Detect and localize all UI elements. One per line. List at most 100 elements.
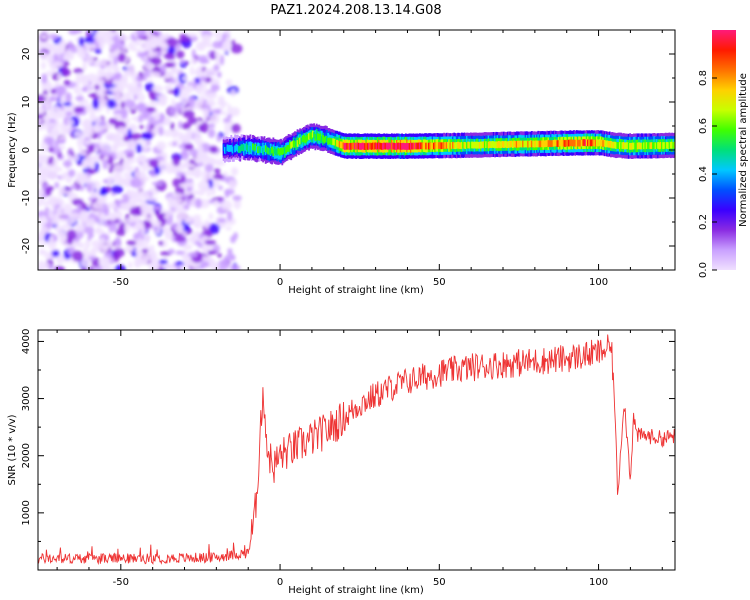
ridge-cell [240, 144, 243, 151]
noise-blob [43, 93, 49, 99]
ridge-cell [518, 140, 521, 148]
ridge-cell [276, 148, 279, 156]
ridge-cell [631, 142, 634, 150]
ridge-cell [438, 142, 440, 149]
noise-blob [166, 37, 178, 48]
noise-blob [141, 248, 149, 253]
ridge-cell [607, 140, 610, 148]
ridge-cell [306, 133, 309, 141]
ridge-cell [509, 140, 512, 148]
ridge-cell [408, 143, 411, 150]
noise-blob [148, 47, 153, 56]
noise-blob [201, 33, 212, 44]
ridge-cell [622, 142, 625, 149]
ridge-cell [357, 142, 360, 150]
noise-blob [100, 237, 105, 246]
noise-blob [126, 189, 132, 195]
ridge-cell [328, 137, 331, 145]
noise-blob [208, 212, 214, 220]
noise-blob [61, 214, 70, 220]
noise-blob [61, 224, 72, 230]
ridge-cell [506, 141, 509, 149]
noise-blob [207, 128, 216, 139]
noise-blob [54, 166, 63, 173]
noise-blob [84, 239, 91, 250]
colorbar-tick-label: 0.0 [698, 262, 709, 278]
ridge-cell [388, 142, 391, 150]
ridge-cell [527, 140, 530, 148]
ridge-cell [305, 135, 308, 143]
noise-blob [221, 200, 233, 212]
ridge-cell [366, 143, 369, 150]
ridge-cell [571, 139, 574, 147]
noise-blob [138, 206, 150, 215]
ridge-cell [232, 146, 235, 153]
noise-blob [57, 72, 62, 81]
ridge-cell [522, 140, 524, 148]
ridge-cell [560, 139, 563, 147]
ridge-cell [520, 140, 523, 148]
noise-blob [134, 222, 145, 230]
ridge-cell [318, 133, 321, 141]
noise-blob [181, 260, 193, 269]
x-tick-label: 0 [277, 277, 283, 288]
x-tick-label: 100 [589, 577, 608, 588]
noise-blob [206, 191, 212, 198]
ridge-cell [639, 142, 642, 150]
ridge-cell [269, 148, 272, 155]
noise-blob [76, 46, 84, 52]
noise-blob [84, 226, 95, 235]
y-tick-label: 2000 [21, 443, 32, 468]
noise-blob [205, 91, 218, 100]
colorbar-tick-label: 0.2 [698, 214, 709, 230]
ridge-cell [652, 142, 654, 150]
ridge-cell [381, 142, 384, 150]
ridge-cell [341, 141, 344, 149]
noise-blob [95, 30, 108, 39]
colorbar: 0.0 0.2 0.4 0.6 0.8 Normalized spectral ampl… [698, 30, 749, 278]
ridge-cell [615, 142, 617, 149]
ridge-cell [481, 141, 484, 149]
ridge-cell [606, 140, 609, 148]
ridge-cell [385, 142, 388, 150]
noise-blob [78, 92, 83, 97]
ridge-cell [407, 142, 410, 150]
noise-blob [77, 242, 85, 249]
ridge-cell [352, 142, 355, 150]
ridge-cell [525, 140, 528, 148]
ridge-cell [536, 140, 539, 148]
noise-blob [84, 140, 93, 145]
ridge-cell [531, 140, 533, 148]
noise-blob [91, 239, 103, 248]
y-tick-label: 3000 [21, 386, 32, 411]
ridge-cell [311, 130, 314, 138]
noise-blob [162, 129, 174, 137]
noise-blob [86, 54, 94, 64]
ridge-cell [252, 143, 254, 151]
ridge-cell [234, 145, 237, 153]
noise-blob [150, 38, 162, 45]
noise-blob [151, 181, 164, 186]
ridge-cell [356, 142, 359, 150]
noise-blob [160, 46, 165, 57]
ridge-cell [559, 139, 561, 147]
noise-blob [38, 154, 49, 163]
ridge-cell [406, 143, 409, 150]
ridge-cell [258, 145, 261, 153]
ridge-cell [355, 143, 358, 150]
noise-blob [87, 86, 92, 93]
ridge-cell [570, 139, 573, 147]
noise-blob [195, 77, 200, 84]
noise-blob [77, 203, 82, 214]
ridge-cell [243, 144, 245, 152]
ridge-cell [611, 141, 614, 149]
noise-blob [94, 161, 100, 173]
noise-blob [38, 118, 43, 124]
noise-blob [124, 99, 136, 108]
ridge-cell [365, 142, 368, 150]
noise-blob [70, 101, 76, 107]
noise-blob [99, 212, 106, 223]
colorbar-tick-label: 0.6 [698, 118, 709, 134]
x-tick-label: -50 [113, 277, 129, 288]
